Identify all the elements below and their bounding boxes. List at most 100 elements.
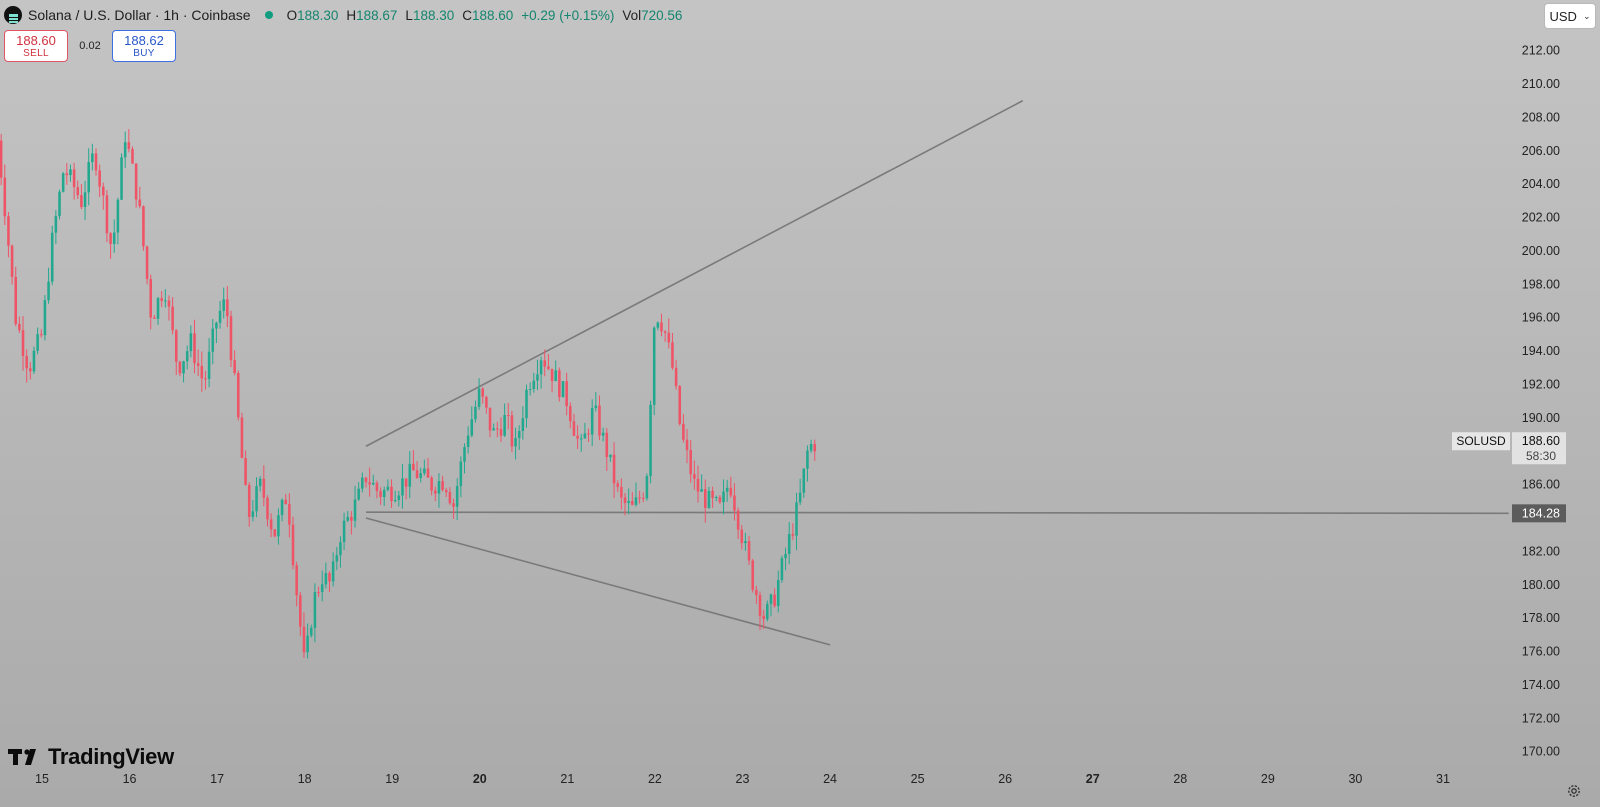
candle-body — [306, 635, 309, 653]
candle-body — [463, 447, 466, 462]
candle-body — [601, 432, 605, 436]
candle-body — [295, 565, 298, 596]
candle-body — [784, 553, 787, 559]
candle-body — [207, 351, 211, 380]
candle-body — [590, 408, 594, 435]
candle-body — [594, 405, 598, 409]
candle-body — [569, 406, 572, 422]
candle-body — [320, 584, 324, 593]
candle-body — [536, 374, 539, 381]
candle-body — [18, 323, 21, 331]
candle-body — [415, 470, 419, 478]
candle-body — [488, 407, 492, 431]
symbol-label-box — [1452, 432, 1510, 451]
candle-body — [98, 170, 101, 187]
candle-body — [404, 478, 408, 487]
ohlc-value: +0.29 (+0.15%) — [521, 7, 615, 23]
candle-body — [171, 306, 174, 331]
candle-body — [215, 322, 218, 329]
candle-body — [390, 486, 393, 502]
candle-body — [185, 351, 189, 362]
candle-body — [211, 328, 215, 352]
candle-body — [29, 368, 32, 372]
time-tick-label: 27 — [1086, 772, 1100, 786]
sell-price: 188.60 — [16, 32, 56, 48]
candle-body — [474, 406, 477, 420]
candle-body — [142, 206, 145, 247]
candle-body — [776, 580, 780, 606]
settings-gear-icon[interactable] — [1566, 783, 1582, 799]
chevron-down-icon: ⌄ — [1582, 10, 1591, 21]
hline-price-box — [1512, 504, 1566, 523]
time-tick-label: 29 — [1261, 772, 1275, 786]
ohlc-value: 720.56 — [641, 7, 683, 23]
candle-body — [102, 186, 105, 196]
candle-body — [309, 627, 313, 636]
candle-body — [233, 360, 236, 374]
candle-body — [91, 153, 94, 163]
candle-body — [109, 233, 112, 244]
candle-body — [138, 199, 142, 207]
price-tick-label: 206.00 — [1522, 144, 1560, 158]
buy-button[interactable]: 188.62 BUY — [112, 30, 176, 62]
candle-body — [393, 499, 397, 502]
candle-body — [733, 495, 736, 511]
sell-button[interactable]: 188.60 SELL — [4, 30, 68, 62]
candle-body — [350, 516, 353, 521]
candle-body — [806, 450, 809, 469]
time-tick-label: 24 — [823, 772, 837, 786]
candle-body — [408, 463, 412, 487]
candle-body — [105, 195, 109, 234]
candle-body — [492, 428, 495, 431]
symbol-title[interactable]: Solana / U.S. Dollar · 1h · Coinbase — [28, 7, 251, 23]
price-tick-label: 182.00 — [1522, 544, 1560, 558]
candle-body — [47, 281, 50, 301]
candle-body — [317, 592, 320, 594]
time-tick-label: 18 — [298, 772, 312, 786]
candle-body — [156, 298, 160, 319]
candle-body — [266, 497, 269, 520]
candle-body — [291, 524, 295, 566]
brand-name: TradingView — [48, 744, 174, 769]
candle-body — [620, 486, 623, 498]
candle-body — [357, 488, 360, 500]
horizontal-line — [365, 511, 1509, 515]
candle-body — [674, 367, 678, 387]
spread-value: 0.02 — [79, 40, 101, 52]
candle-body — [722, 491, 725, 503]
candle-body — [36, 334, 39, 351]
candle-body — [736, 510, 740, 530]
candle-body — [251, 511, 255, 517]
candle-body — [514, 438, 517, 447]
candle-body — [237, 373, 240, 418]
candle-body — [510, 415, 514, 447]
candle-body — [182, 361, 185, 374]
ohlc-item: H188.67 — [346, 8, 397, 23]
candle-body — [189, 333, 193, 352]
candle-body — [718, 497, 722, 503]
price-tick-label: 194.00 — [1522, 344, 1560, 358]
price-tick-label: 192.00 — [1522, 377, 1560, 391]
candle-body — [80, 195, 83, 208]
buy-label: BUY — [133, 47, 155, 59]
candle-body — [656, 322, 660, 328]
price-axis: 212.00 210.00 208.00 206.00 204.00 202.00 200.… — [1522, 44, 1560, 759]
candle-body — [627, 501, 630, 504]
candle-body — [641, 497, 645, 499]
candle-body — [798, 492, 802, 503]
candle-body — [663, 331, 667, 333]
candle-body — [382, 489, 386, 498]
market-status-dot-icon — [264, 11, 273, 19]
candle-body — [120, 157, 123, 200]
candle-body — [532, 380, 536, 390]
candle-body — [7, 216, 10, 246]
candle-body — [587, 433, 590, 435]
candle-body — [598, 405, 601, 436]
candle-body — [561, 381, 565, 398]
currency-select[interactable]: USD ⌄ — [1544, 3, 1596, 29]
candle-body — [258, 478, 262, 487]
candle-body — [762, 615, 765, 620]
candle-body — [459, 461, 463, 487]
